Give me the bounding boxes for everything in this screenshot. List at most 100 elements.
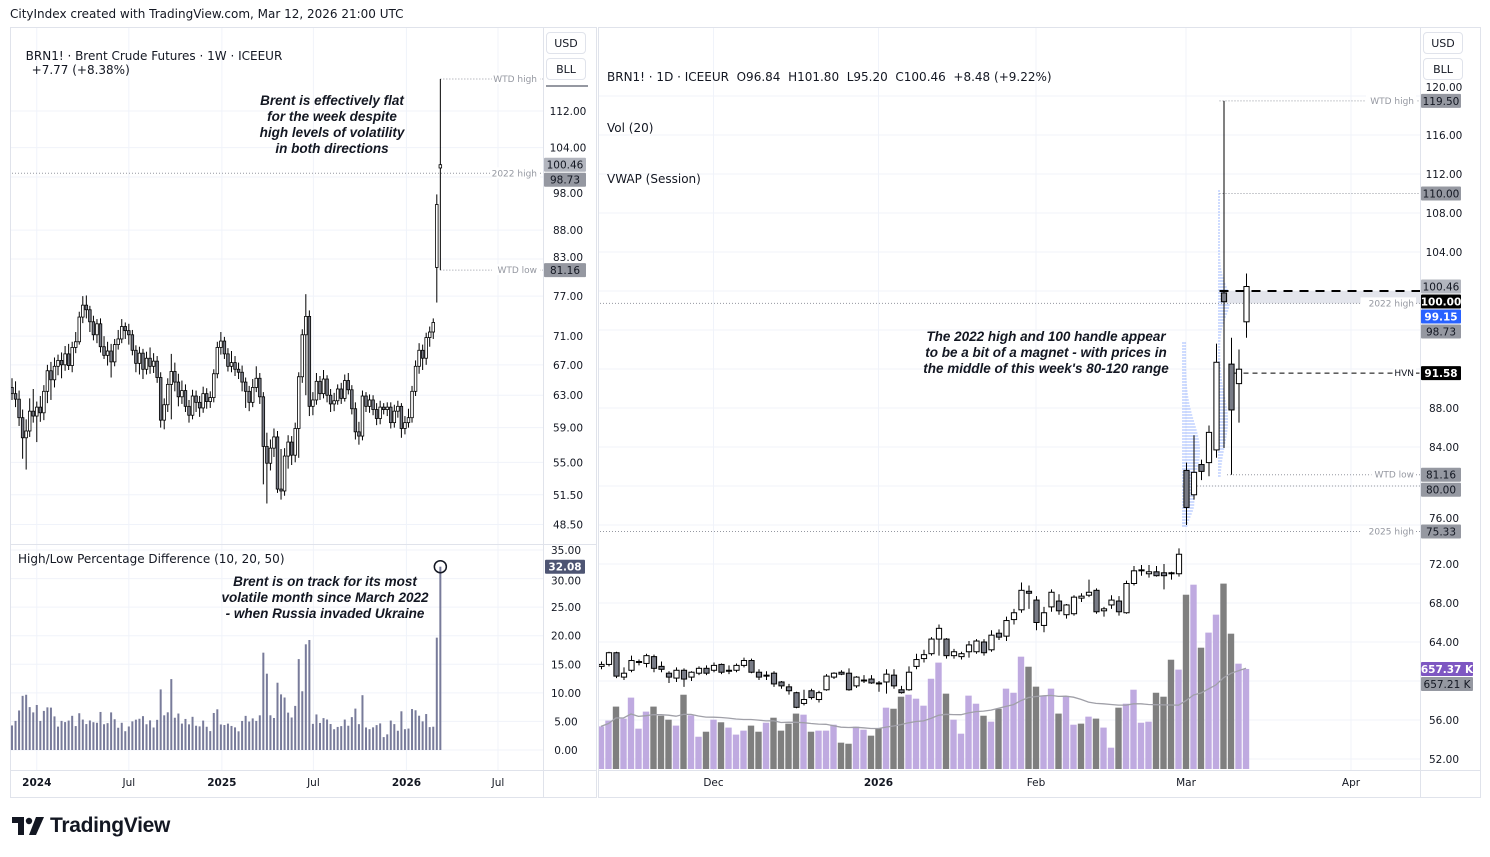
candle [420, 344, 425, 371]
candle [740, 657, 748, 668]
price-tick-label: 83.00 [553, 252, 583, 264]
indicator-value-badge: 32.08 [545, 559, 585, 574]
candle-body [346, 380, 350, 391]
profile-bar [1218, 232, 1221, 234]
indicator-bar [170, 679, 173, 750]
candle [247, 385, 251, 412]
candle [293, 422, 297, 463]
indicator-bar [258, 715, 261, 750]
candle [958, 651, 965, 660]
indicator-bar [11, 725, 13, 750]
profile-bar [1218, 313, 1228, 315]
candle-body [1228, 363, 1235, 411]
candle [1070, 595, 1078, 616]
volume-bar [1160, 696, 1167, 769]
candle-body [59, 360, 64, 366]
candle-body [381, 406, 386, 410]
profile-bar [1182, 453, 1200, 455]
profile-bar [1182, 390, 1188, 392]
candle [374, 403, 379, 426]
candle [52, 357, 57, 388]
price-badge-bg [1421, 366, 1461, 381]
profile-bar [1218, 388, 1224, 390]
weekly-currency-button[interactable]: USD [546, 32, 586, 54]
volume-bar [860, 729, 867, 769]
candle-body [49, 370, 53, 381]
indicator-bar [407, 728, 410, 750]
price-tick-label: 55.00 [553, 457, 583, 469]
indicator-bar [425, 714, 428, 750]
candle-body [1100, 608, 1108, 612]
candle-body [428, 331, 432, 338]
candle [70, 341, 74, 373]
profile-bar [1218, 205, 1220, 207]
candle [1138, 564, 1145, 576]
profile-bar [1218, 280, 1225, 282]
indicator-bar [400, 711, 403, 750]
indicator-tick-label: 20.00 [551, 631, 581, 643]
candle-body [194, 395, 198, 403]
indicator-bar [49, 707, 52, 750]
profile-bar [1218, 412, 1228, 414]
candle-body [1123, 583, 1130, 614]
volume-bar [1167, 659, 1175, 769]
candle-body [360, 395, 365, 437]
time-tick-label: Apr [1342, 777, 1361, 789]
profile-bar [1218, 226, 1221, 228]
volume-bar [800, 714, 807, 769]
indicator-bar [78, 713, 81, 750]
candle [314, 372, 319, 405]
volume-bar [1100, 727, 1107, 769]
weekly-unit-button[interactable]: BLL [546, 58, 586, 80]
candle-body [845, 672, 853, 691]
candle [251, 379, 255, 408]
candle [396, 400, 400, 418]
candle-body [233, 362, 237, 370]
candle [1160, 564, 1168, 590]
indicator-value-badge-bg [545, 559, 585, 574]
time-tick-label: Dec [703, 777, 724, 789]
indicator-annotation: Brent is on track for its most volatile … [200, 574, 450, 622]
candle-body [314, 380, 319, 401]
candle [778, 681, 785, 689]
indicator-bar [379, 723, 382, 750]
candle-body [339, 388, 343, 399]
indicator-bar [248, 721, 251, 750]
indicator-bar [340, 726, 343, 750]
volume-badge-text: 657.21 K [1424, 679, 1472, 691]
volume-bar [1010, 692, 1017, 769]
candle-body [392, 410, 397, 424]
indicator-bar [403, 729, 406, 750]
profile-bar [1182, 378, 1187, 380]
indicator-bar [244, 715, 247, 750]
candle-body [438, 164, 443, 169]
profile-bar [1218, 337, 1221, 339]
indicator-bar [375, 725, 378, 750]
candle [371, 395, 375, 416]
indicator-bar [28, 707, 31, 750]
daily-currency-button[interactable]: USD [1423, 32, 1463, 54]
price-tick-label: 64.00 [1429, 637, 1459, 649]
level-label: 2022 high [1369, 299, 1414, 309]
volume-bar [1062, 695, 1070, 769]
profile-bar [1218, 283, 1226, 285]
candle [173, 362, 177, 392]
indicator-bar [432, 726, 435, 750]
daily-chart-panel [598, 27, 1481, 798]
profile-bar [1218, 358, 1221, 360]
candle-body [815, 692, 823, 701]
candle-body [180, 390, 184, 398]
level-label: HVN [1394, 369, 1414, 379]
candle-body [279, 488, 283, 492]
indicator-bar [294, 705, 297, 750]
volume-bar [1025, 666, 1032, 769]
candle-body [343, 380, 347, 399]
candle [928, 637, 935, 656]
candle-body [215, 347, 220, 375]
profile-bar [1218, 442, 1226, 444]
daily-unit-button[interactable]: BLL [1423, 58, 1463, 80]
candle [77, 311, 81, 345]
profile-bar [1218, 319, 1225, 321]
candle [360, 390, 365, 441]
tradingview-logo[interactable]: TradingView [12, 814, 170, 838]
